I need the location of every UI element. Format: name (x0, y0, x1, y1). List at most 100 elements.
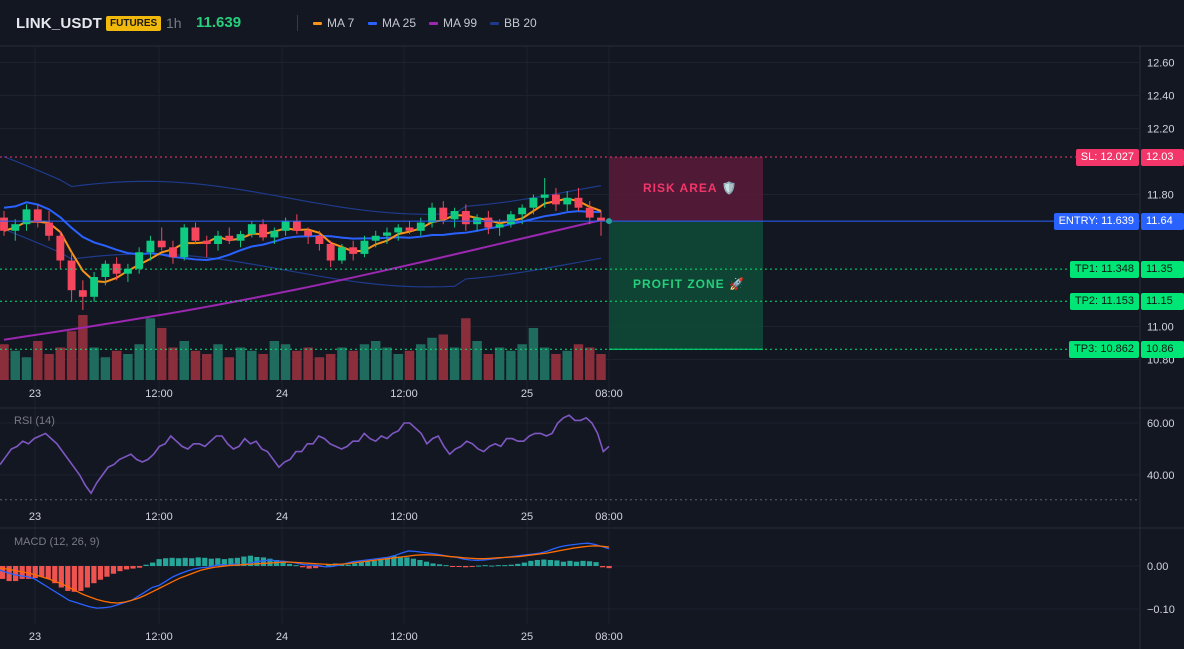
candle-body (428, 207, 436, 223)
tp2-level-label[interactable]: TP2: 11.153 (1069, 292, 1139, 310)
volume-bar (585, 347, 595, 380)
candle-body (90, 277, 99, 297)
volume-bar (111, 350, 122, 380)
macd-histogram-bar (169, 557, 175, 566)
volume-bar (494, 347, 505, 380)
macd-histogram-bar (163, 558, 169, 566)
volume-bar (539, 347, 550, 380)
macd-histogram-bar (52, 566, 58, 584)
macd-histogram-bar (580, 560, 586, 566)
volume-bar (66, 331, 77, 380)
volume-bar (596, 354, 606, 380)
volume-bar (190, 350, 201, 380)
macd-histogram-bar (247, 555, 254, 566)
macd-histogram-bar (260, 557, 267, 566)
macd-histogram-bar (352, 563, 358, 566)
macd-histogram-bar (65, 566, 71, 591)
time-axis-tick: 12:00 (390, 511, 418, 523)
volume-bar (551, 354, 561, 380)
candle-body (191, 227, 200, 241)
candle-body (292, 220, 301, 231)
legend-bb20-label: BB 20 (504, 16, 537, 30)
candle-body (563, 197, 572, 205)
macd-histogram-bar (58, 566, 64, 588)
legend-ma25[interactable]: MA 25 (368, 16, 416, 30)
time-axis-tick: 08:00 (595, 388, 623, 400)
bb20-swatch-icon (490, 21, 499, 25)
legend-ma99[interactable]: MA 99 (429, 16, 477, 30)
rsi-axis-tick: 40.00 (1147, 470, 1175, 482)
time-axis-tick: 12:00 (390, 631, 418, 643)
macd-histogram-bar (560, 561, 567, 566)
time-axis-tick: 08:00 (595, 511, 623, 523)
volume-bar (438, 334, 449, 380)
macd-histogram-bar (176, 558, 182, 566)
candle-body (371, 235, 380, 241)
legend-bb20[interactable]: BB 20 (490, 16, 537, 30)
macd-histogram-bar (430, 563, 436, 566)
candle-body (236, 234, 245, 241)
macd-histogram-bar (26, 566, 32, 579)
macd-histogram-bar (221, 559, 227, 566)
macd-histogram-bar (202, 557, 208, 566)
volume-bar (100, 357, 111, 380)
ma7-swatch-icon (313, 21, 322, 25)
volume-bar (393, 354, 403, 380)
macd-histogram-bar (228, 558, 234, 566)
ma25-swatch-icon (368, 21, 377, 25)
candle-body (394, 227, 403, 233)
volume-bar (325, 354, 336, 380)
tp3-level-label[interactable]: TP3: 10.862 (1069, 340, 1139, 358)
macd-histogram-bar (345, 564, 351, 566)
macd-histogram-bar (84, 566, 90, 588)
tp1-level-label[interactable]: TP1: 11.348 (1069, 260, 1139, 278)
volume-bar (44, 354, 54, 380)
volume-bar (449, 347, 460, 380)
profit-zone (609, 221, 763, 350)
sl-level-label[interactable]: SL: 12.027 (1075, 148, 1139, 166)
last-price: 11.639 (196, 14, 242, 31)
time-axis-tick: 12:00 (145, 631, 173, 643)
volume-bar (123, 354, 133, 380)
bb-lower-line (3, 228, 602, 288)
macd-histogram-bar (463, 566, 469, 568)
legend-ma7[interactable]: MA 7 (313, 16, 354, 30)
macd-histogram-bar (397, 556, 404, 566)
volume-bar (179, 341, 189, 380)
macd-histogram-bar (13, 566, 19, 582)
volume-bar (404, 350, 415, 380)
candle-body (0, 217, 8, 231)
candle-body (135, 252, 144, 269)
volume-bar (382, 347, 392, 380)
candle-body (202, 240, 211, 244)
candle-body (439, 207, 448, 220)
macd-histogram-bar (378, 559, 384, 566)
macd-histogram-bar (489, 565, 495, 567)
candle-body (78, 290, 87, 297)
macd-histogram-bar (215, 558, 221, 566)
macd-histogram-bar (241, 556, 247, 566)
risk-area-label: RISK AREA 🛡️ (643, 181, 738, 196)
time-axis-tick: 12:00 (145, 511, 173, 523)
macd-histogram-bar (234, 557, 240, 566)
volume-bar (370, 341, 381, 380)
candle-body (33, 209, 42, 223)
entry-level-label[interactable]: ENTRY: 11.639 (1053, 212, 1139, 230)
futures-badge: FUTURES (106, 16, 162, 31)
volume-bar (562, 350, 572, 380)
time-axis-tick: 24 (276, 511, 288, 523)
timeframe-label[interactable]: 1h (166, 15, 182, 31)
symbol-label[interactable]: LINK_USDT (16, 15, 102, 32)
volume-bar (89, 347, 99, 380)
macd-histogram-bar (567, 560, 573, 566)
macd-histogram-bar (136, 566, 143, 568)
price-axis-tick: 11.00 (1147, 322, 1174, 334)
time-axis-tick: 24 (276, 388, 288, 400)
time-axis-tick: 23 (29, 631, 41, 643)
volume-bar (337, 347, 347, 380)
candle-body (540, 194, 549, 198)
macd-histogram-bar (195, 557, 201, 566)
volume-bar (280, 344, 291, 380)
macd-histogram-bar (143, 564, 149, 566)
